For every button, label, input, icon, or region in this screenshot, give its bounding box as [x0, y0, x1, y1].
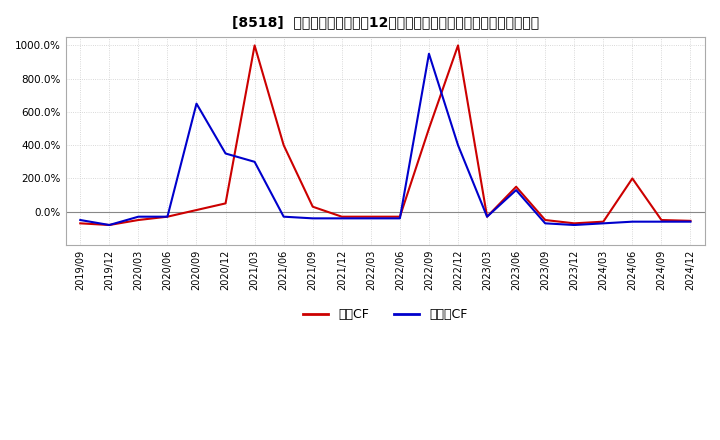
- 営業CF: [628, 176, 636, 181]
- フリーCF: [163, 214, 172, 219]
- 営業CF: [686, 218, 695, 224]
- フリーCF: [192, 101, 201, 106]
- フリーCF: [454, 143, 462, 148]
- フリーCF: [105, 222, 114, 227]
- フリーCF: [599, 221, 608, 226]
- フリーCF: [395, 216, 404, 221]
- Title: [8518]  キャッシュフローの12か月移動合計の対前年同期増減率の推移: [8518] キャッシュフローの12か月移動合計の対前年同期増減率の推移: [232, 15, 539, 29]
- 営業CF: [105, 222, 114, 227]
- 営業CF: [454, 43, 462, 48]
- 営業CF: [512, 184, 521, 189]
- フリーCF: [279, 214, 288, 219]
- フリーCF: [308, 216, 317, 221]
- 営業CF: [163, 214, 172, 219]
- 営業CF: [338, 214, 346, 219]
- フリーCF: [686, 219, 695, 224]
- フリーCF: [134, 214, 143, 219]
- 営業CF: [425, 126, 433, 131]
- フリーCF: [570, 222, 579, 227]
- 営業CF: [251, 43, 259, 48]
- 営業CF: [482, 214, 491, 219]
- 営業CF: [76, 221, 84, 226]
- 営業CF: [192, 207, 201, 213]
- 営業CF: [221, 201, 230, 206]
- 営業CF: [570, 221, 579, 226]
- フリーCF: [425, 51, 433, 56]
- 営業CF: [134, 217, 143, 223]
- フリーCF: [628, 219, 636, 224]
- 営業CF: [541, 217, 549, 223]
- 営業CF: [657, 217, 666, 223]
- フリーCF: [366, 216, 375, 221]
- Legend: 営業CF, フリーCF: 営業CF, フリーCF: [298, 303, 472, 326]
- Line: フリーCF: フリーCF: [80, 54, 690, 225]
- 営業CF: [366, 214, 375, 219]
- フリーCF: [76, 217, 84, 223]
- フリーCF: [541, 221, 549, 226]
- フリーCF: [251, 159, 259, 165]
- 営業CF: [395, 214, 404, 219]
- 営業CF: [599, 219, 608, 224]
- 営業CF: [308, 204, 317, 209]
- フリーCF: [482, 214, 491, 219]
- フリーCF: [657, 219, 666, 224]
- フリーCF: [338, 216, 346, 221]
- 営業CF: [279, 143, 288, 148]
- Line: 営業CF: 営業CF: [80, 45, 690, 225]
- フリーCF: [512, 187, 521, 193]
- フリーCF: [221, 151, 230, 156]
